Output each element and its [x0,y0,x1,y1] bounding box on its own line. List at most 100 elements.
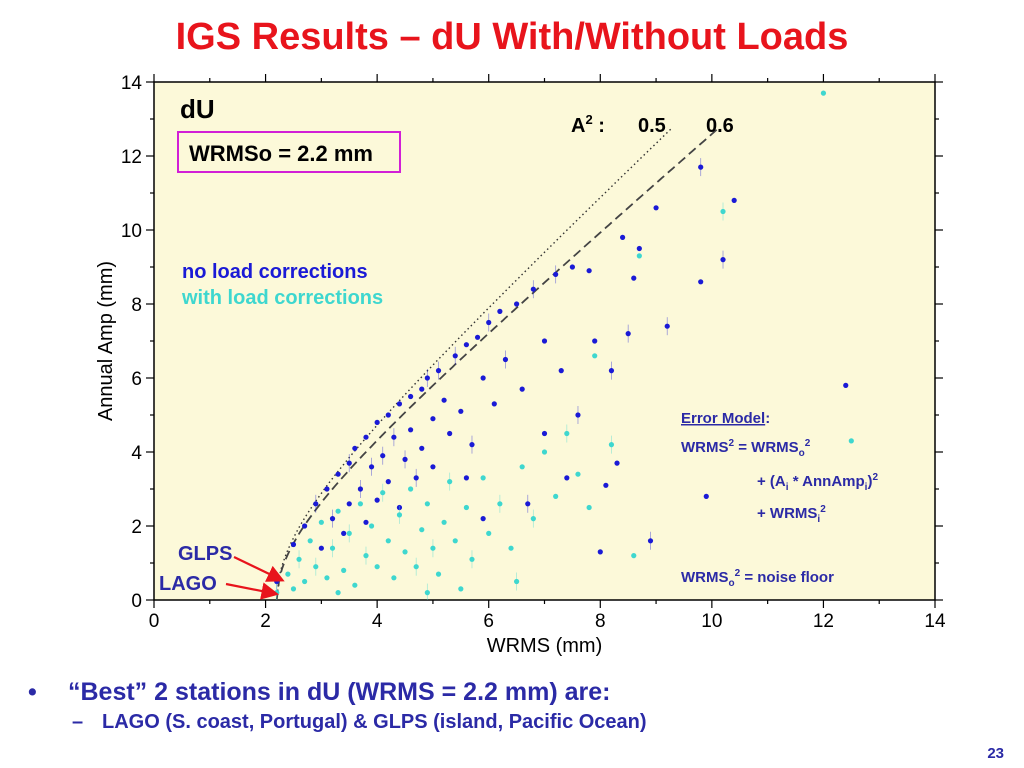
point-no-load [664,323,670,329]
x-tick-label: 4 [372,611,383,632]
point-no-load [469,442,475,448]
y-tick-label: 14 [121,73,143,94]
point-with-load [363,553,369,559]
x-tick-label: 10 [701,611,722,632]
point-no-load [346,460,352,466]
point-with-load [324,575,330,581]
curve-label-06: 0.6 [706,115,734,137]
y-tick-label: 6 [131,369,142,390]
error-model-line-1: WRMS2 = WRMSo2 [681,438,811,459]
point-with-load [592,353,598,359]
point-no-load [575,412,581,418]
point-no-load [424,375,430,381]
point-no-load [352,445,358,451]
x-tick-label: 8 [595,611,606,632]
point-no-load [486,319,492,326]
error-model-line-2: + (Ai * AnnAmpi)2 [757,472,878,493]
point-with-load [352,582,358,588]
point-no-load [636,245,642,252]
point-no-load [463,475,469,481]
point-no-load [290,541,297,548]
point-with-load [541,449,548,455]
point-with-load [586,504,592,511]
a2-label: A2 : [571,112,605,137]
point-no-load [408,393,414,400]
point-with-load [508,545,514,551]
bullet-list: • “Best” 2 stations in dU (WRMS = 2.2 mm)… [28,676,928,736]
point-with-load [290,586,297,592]
point-no-load [698,164,704,170]
point-with-load [480,475,486,481]
point-no-load [491,401,497,407]
y-tick-label: 12 [121,147,142,168]
point-no-load [341,530,347,537]
point-no-load [603,482,609,488]
point-no-load [569,264,575,270]
sub-bullet-dash: – [72,711,84,733]
point-no-load [843,382,849,388]
point-with-load [357,501,364,507]
point-with-load [458,586,464,592]
point-with-load [452,538,458,544]
chart: 0 2 4 6 8 10 12 14 0 2 4 6 8 10 12 14 WRMS (mm) Annual Am… [95,73,946,657]
station-label-lago: LAGO [159,573,217,595]
curve-a2-05 [276,126,674,600]
point-no-load [514,301,520,307]
point-no-load [541,430,548,437]
point-no-load [653,205,659,211]
point-no-load [463,342,469,348]
point-no-load [541,338,548,344]
y-tick-label: 4 [131,443,142,464]
point-with-load [430,545,436,551]
point-no-load [597,549,603,555]
point-no-load [385,412,391,418]
point-no-load [329,516,336,522]
point-no-load [435,368,442,374]
point-with-load [302,578,308,585]
point-with-load [335,508,341,514]
point-no-load [447,430,453,437]
point-no-load [346,501,352,507]
legend-no-load: no load corrections [182,261,368,283]
bullet-item: • “Best” 2 stations in dU (WRMS = 2.2 mm)… [28,676,928,708]
point-with-load [553,493,559,499]
plot-title: dU [180,94,215,124]
page-number: 23 [987,745,1004,762]
point-no-load [608,368,615,374]
x-axis-label: WRMS (mm) [487,635,603,657]
point-no-load [396,504,403,511]
point-with-load [424,501,430,507]
point-no-load [625,331,631,337]
error-model-heading: Error Model: [681,410,770,427]
point-with-load [469,556,475,562]
sub-bullet-text: LAGO (S. coast, Portugal) & GLPS (island… [102,711,647,733]
slide-title: IGS Results – dU With/Without Loads [175,16,849,58]
point-with-load [820,90,827,96]
legend-with-load: with load corrections [181,287,383,309]
point-no-load [408,427,414,433]
point-with-load [408,486,414,492]
y-tick-label: 10 [121,221,142,242]
point-no-load [480,516,486,522]
data-layer [274,90,854,600]
point-no-load [374,419,380,425]
point-no-load [497,308,503,314]
point-no-load [703,493,709,499]
point-no-load [631,275,637,281]
y-tick-label: 2 [131,517,142,538]
x-tick-label: 6 [483,611,494,632]
point-with-load [296,556,302,562]
point-with-load [631,553,637,559]
point-no-load [530,286,536,292]
point-with-load [391,575,397,581]
point-no-load [391,434,397,440]
point-no-load [558,368,564,374]
x-tick-label: 0 [149,611,160,632]
point-with-load [368,523,375,529]
sub-bullet-item: – LAGO (S. coast, Portugal) & GLPS (islan… [72,708,928,736]
point-with-load [335,590,341,596]
point-with-load [463,504,469,511]
point-no-load [274,578,280,585]
point-no-load [502,356,509,363]
point-no-load [357,486,364,492]
